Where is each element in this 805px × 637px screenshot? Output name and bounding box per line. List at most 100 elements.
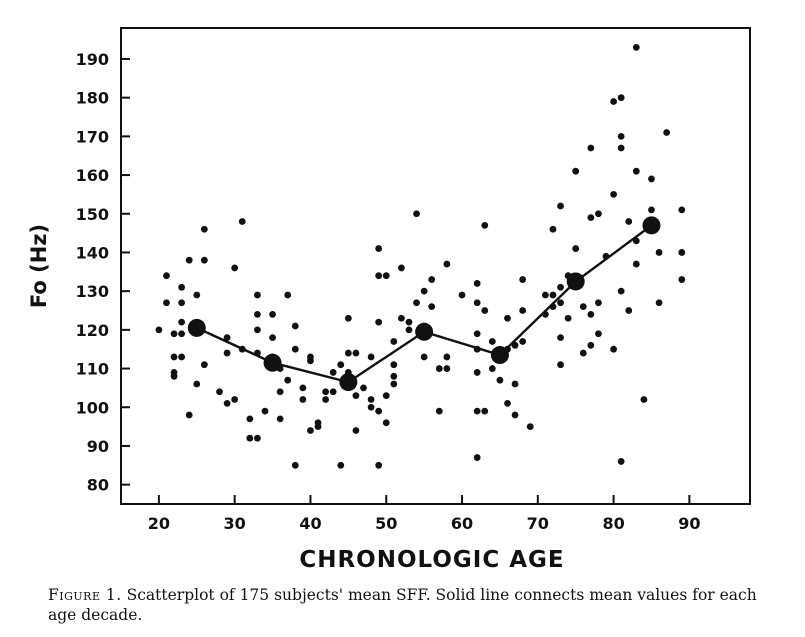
data-point bbox=[390, 372, 398, 380]
data-point bbox=[329, 388, 337, 396]
y-tick-label: 140 bbox=[76, 243, 109, 262]
data-point bbox=[163, 272, 170, 280]
y-tick-label: 80 bbox=[87, 476, 109, 495]
data-point bbox=[541, 291, 549, 299]
scatter-points bbox=[155, 43, 686, 469]
data-point bbox=[413, 210, 420, 218]
data-point bbox=[375, 318, 383, 326]
data-point bbox=[322, 396, 330, 403]
y-tick-label: 170 bbox=[76, 127, 109, 146]
data-point bbox=[579, 349, 587, 357]
data-point bbox=[443, 260, 451, 268]
data-point bbox=[481, 307, 489, 314]
data-point bbox=[435, 365, 443, 372]
data-point bbox=[526, 423, 534, 431]
data-point bbox=[617, 458, 625, 465]
data-point bbox=[337, 361, 345, 369]
data-point bbox=[579, 303, 587, 311]
y-tick-label: 100 bbox=[76, 398, 109, 417]
data-point bbox=[420, 287, 428, 295]
data-point bbox=[223, 334, 231, 341]
x-tick-label: 20 bbox=[148, 514, 170, 533]
data-point bbox=[276, 388, 284, 396]
x-tick-label: 30 bbox=[224, 514, 246, 533]
data-point bbox=[200, 225, 208, 233]
data-point bbox=[231, 396, 239, 403]
data-point bbox=[337, 461, 345, 469]
x-tick-label: 40 bbox=[299, 514, 321, 533]
y-tick-label: 110 bbox=[76, 360, 109, 379]
data-point bbox=[572, 245, 580, 252]
y-tick-label: 120 bbox=[76, 321, 109, 340]
data-point bbox=[496, 376, 504, 384]
data-point bbox=[413, 299, 420, 307]
data-point bbox=[504, 399, 511, 407]
data-point bbox=[382, 272, 390, 280]
x-tick-label: 50 bbox=[375, 514, 397, 533]
x-tick-label: 80 bbox=[602, 514, 624, 533]
data-point bbox=[488, 365, 496, 372]
data-point bbox=[284, 376, 292, 384]
data-point bbox=[587, 341, 595, 349]
data-point bbox=[284, 291, 292, 299]
data-point bbox=[557, 299, 564, 307]
data-point bbox=[640, 396, 648, 403]
data-point bbox=[382, 392, 390, 400]
y-tick-label: 180 bbox=[76, 89, 109, 108]
data-point bbox=[428, 303, 436, 311]
data-point bbox=[375, 272, 383, 280]
data-point bbox=[473, 454, 481, 461]
x-tick-label: 90 bbox=[678, 514, 700, 533]
y-tick-label: 130 bbox=[76, 282, 109, 301]
data-point bbox=[178, 353, 186, 361]
data-point bbox=[193, 380, 201, 388]
x-tick-label: 60 bbox=[451, 514, 473, 533]
figure-caption: Figure 1. Scatterplot of 175 subjects' m… bbox=[48, 585, 768, 625]
mean-point bbox=[263, 353, 282, 372]
data-point bbox=[314, 423, 322, 431]
data-point bbox=[572, 167, 580, 175]
data-point bbox=[443, 365, 451, 372]
data-point bbox=[595, 299, 602, 307]
data-point bbox=[617, 132, 625, 140]
data-point bbox=[473, 369, 481, 376]
data-point bbox=[511, 341, 519, 349]
data-point bbox=[420, 353, 428, 361]
data-point bbox=[329, 369, 337, 376]
data-point bbox=[473, 330, 481, 338]
mean-point bbox=[490, 346, 509, 365]
data-point bbox=[178, 330, 186, 338]
data-point bbox=[481, 221, 489, 229]
data-point bbox=[678, 276, 686, 283]
y-tick-label: 150 bbox=[76, 205, 109, 224]
y-tick-label: 190 bbox=[76, 50, 109, 69]
data-point bbox=[557, 283, 564, 291]
data-point bbox=[655, 249, 663, 256]
data-point bbox=[473, 407, 481, 415]
data-point bbox=[299, 396, 307, 403]
data-point bbox=[155, 326, 163, 334]
data-point bbox=[246, 434, 254, 442]
data-point bbox=[390, 380, 398, 388]
data-point bbox=[382, 419, 390, 427]
data-point bbox=[557, 334, 564, 341]
data-point bbox=[375, 461, 383, 469]
data-point bbox=[663, 129, 671, 136]
data-point bbox=[344, 349, 352, 357]
data-point bbox=[473, 280, 481, 287]
data-point bbox=[269, 310, 276, 318]
data-point bbox=[390, 361, 398, 369]
data-point bbox=[625, 218, 633, 225]
data-point bbox=[473, 299, 481, 307]
data-point bbox=[344, 314, 352, 322]
data-point bbox=[254, 434, 261, 442]
data-point bbox=[307, 357, 314, 365]
mean-point bbox=[339, 373, 358, 392]
data-point bbox=[360, 384, 367, 392]
data-point bbox=[617, 94, 625, 102]
data-point bbox=[519, 307, 527, 314]
data-point bbox=[223, 399, 231, 407]
data-point bbox=[428, 276, 436, 283]
mean-line bbox=[187, 216, 661, 392]
data-point bbox=[595, 210, 602, 218]
